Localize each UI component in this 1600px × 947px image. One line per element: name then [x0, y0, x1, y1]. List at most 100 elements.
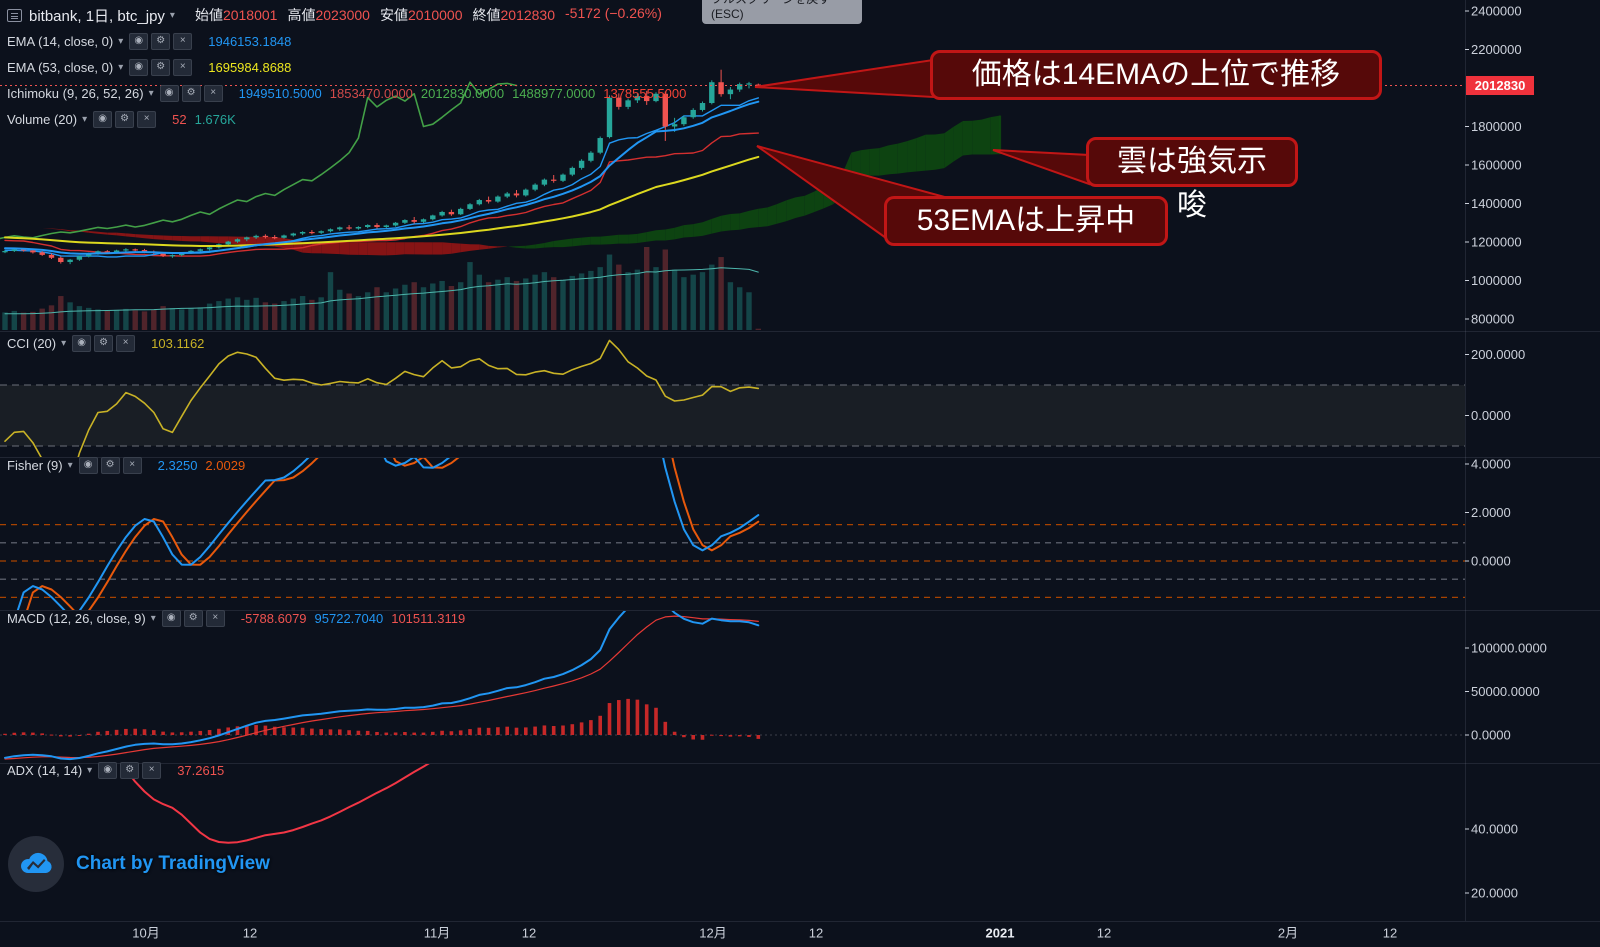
macd-legend: MACD (12, 26, close, 9) ▾ ◉ ⚙ × -5788.6079… — [7, 605, 465, 631]
current-price-badge: 2012830 — [1466, 76, 1534, 95]
time-axis-label: 2021 — [986, 926, 1015, 941]
eye-icon[interactable]: ◉ — [129, 58, 149, 76]
adx-legend: ADX (14, 14) ▾ ◉ ⚙ × 37.2615 — [7, 757, 224, 783]
adx-value: 37.2615 — [177, 762, 225, 778]
indicator-macd-title[interactable]: MACD (12, 26, close, 9) — [7, 610, 146, 626]
chevron-down-icon[interactable]: ▾ — [87, 764, 93, 776]
time-axis-label: 12 — [1383, 926, 1397, 941]
fisher-value: 2.3250 — [157, 457, 198, 473]
annotation-text: 価格は14EMAの上位で推移 — [971, 58, 1341, 91]
time-axis-label: 12 — [1097, 926, 1111, 941]
eye-icon[interactable]: ◉ — [159, 84, 179, 102]
indicator-ema14-title[interactable]: EMA (14, close, 0) — [7, 33, 114, 49]
low-label: 安値 — [379, 7, 408, 23]
indicator-volume-title[interactable]: Volume (20) — [7, 111, 78, 127]
chevron-down-icon[interactable]: ▾ — [169, 9, 175, 21]
annotation-text: 53EMAは上昇中 — [916, 204, 1136, 237]
price-axis-label: 1800000 — [1471, 119, 1522, 134]
kijun-tenkan-layer — [4, 97, 759, 258]
price-axis-label: 2200000 — [1471, 42, 1522, 57]
chevron-down-icon[interactable]: ▾ — [148, 87, 154, 99]
eye-icon[interactable]: ◉ — [93, 110, 113, 128]
cci-axis-label: 0.0000 — [1471, 408, 1511, 423]
change-value: -5172 (−0.26%) — [565, 5, 662, 21]
close-icon[interactable]: × — [203, 84, 223, 102]
chevron-down-icon[interactable]: ▾ — [61, 337, 67, 349]
eye-icon[interactable]: ◉ — [78, 456, 98, 474]
fullscreen-tooltip: フルスクリーンを戻す (ESC) — [702, 0, 862, 24]
eye-icon[interactable]: ◉ — [98, 761, 118, 779]
eye-icon[interactable]: ◉ — [72, 334, 92, 352]
macd-hist-value: -5788.6079 — [240, 610, 307, 626]
close-icon[interactable]: × — [173, 32, 193, 50]
ema53-value: 1695984.8688 — [208, 59, 292, 75]
ohlc-row: 始値2018001 高値2023000 安値2010000 終値2012830 … — [195, 5, 662, 25]
fisher-axis-label: 4.0000 — [1471, 457, 1511, 472]
chevron-down-icon[interactable]: ▾ — [150, 612, 156, 624]
high-label: 高値 — [287, 7, 316, 23]
indicator-ema53-title[interactable]: EMA (53, close, 0) — [7, 59, 114, 75]
fisher-layer — [0, 458, 1465, 610]
price-axis-label: 1600000 — [1471, 158, 1522, 173]
adx-axis-label: 20.0000 — [1471, 886, 1518, 901]
close-value: 2012830 — [500, 7, 556, 23]
time-axis-label: 10月 — [132, 926, 159, 941]
volume-value: 52 — [172, 111, 187, 127]
cci-legend: CCI (20) ▾ ◉ ⚙ × 103.1162 — [7, 330, 204, 356]
low-value: 2010000 — [407, 7, 463, 23]
chevron-down-icon[interactable]: ▾ — [118, 61, 124, 73]
price-axis-label: 1000000 — [1471, 273, 1522, 288]
close-icon[interactable]: × — [205, 609, 225, 627]
indicator-cci-title[interactable]: CCI (20) — [7, 335, 57, 351]
chevron-down-icon[interactable]: ▾ — [118, 35, 124, 47]
tradingview-attribution[interactable]: Chart by TradingView — [8, 836, 270, 892]
eye-icon[interactable]: ◉ — [161, 609, 181, 627]
cci-layer — [0, 339, 1465, 457]
annotation-ema53-rising: 53EMAは上昇中 — [884, 196, 1168, 246]
gear-icon[interactable]: ⚙ — [94, 334, 114, 352]
legend: bitbank, 1日, btc_jpy ▾ 始値2018001 高値20230… — [7, 2, 686, 132]
close-icon[interactable]: × — [142, 761, 162, 779]
chikou-layer — [0, 81, 518, 240]
ichimoku-chikou-value: 2012830.0000 — [420, 85, 505, 101]
price-axis-label: 2400000 — [1471, 4, 1522, 19]
volume-layer — [2, 247, 761, 330]
open-label: 始値 — [194, 7, 223, 23]
time-axis-label: 12 — [522, 926, 536, 941]
ichimoku-kijun-value: 1853470.0000 — [329, 85, 413, 101]
close-icon[interactable]: × — [173, 58, 193, 76]
tradingview-logo-icon[interactable] — [8, 836, 64, 892]
indicator-fisher-title[interactable]: Fisher (9) — [7, 457, 63, 473]
annotation-text: 雲は強気示唆 — [1117, 145, 1267, 222]
time-axis-label: 2月 — [1278, 926, 1298, 941]
close-icon[interactable]: × — [116, 334, 136, 352]
indicator-adx-title[interactable]: ADX (14, 14) — [7, 762, 83, 778]
chevron-down-icon[interactable]: ▾ — [82, 113, 88, 125]
gear-icon[interactable]: ⚙ — [181, 84, 201, 102]
grid-layer — [0, 0, 1600, 922]
symbol-title[interactable]: bitbank, 1日, btc_jpy — [29, 7, 165, 25]
menu-icon[interactable] — [7, 8, 22, 22]
close-icon[interactable]: × — [122, 456, 142, 474]
gear-icon[interactable]: ⚙ — [151, 32, 171, 50]
annotation-pointer-1 — [992, 149, 1090, 186]
ichimoku-senkou-b-value: 1378555.5000 — [603, 85, 687, 101]
close-icon[interactable]: × — [137, 110, 157, 128]
tooltip-text: フルスクリーンを戻す — [711, 0, 853, 7]
annotation-cloud-bullish: 雲は強気示唆 — [1086, 137, 1298, 222]
adx-layer — [120, 764, 430, 844]
gear-icon[interactable]: ⚙ — [120, 761, 140, 779]
gear-icon[interactable]: ⚙ — [115, 110, 135, 128]
indicator-ichimoku-title[interactable]: Ichimoku (9, 26, 52, 26) — [7, 85, 144, 101]
gear-icon[interactable]: ⚙ — [183, 609, 203, 627]
eye-icon[interactable]: ◉ — [129, 32, 149, 50]
fisher-axis-label: 0.0000 — [1471, 554, 1511, 569]
chevron-down-icon[interactable]: ▾ — [67, 459, 73, 471]
ema14-value: 1946153.1848 — [208, 33, 292, 49]
gear-icon[interactable]: ⚙ — [151, 58, 171, 76]
gear-icon[interactable]: ⚙ — [100, 456, 120, 474]
macd-signal-value: 101511.3119 — [391, 610, 466, 626]
fisher-trigger-value: 2.0029 — [205, 457, 246, 473]
macd-line-value: 95722.7040 — [314, 610, 384, 626]
